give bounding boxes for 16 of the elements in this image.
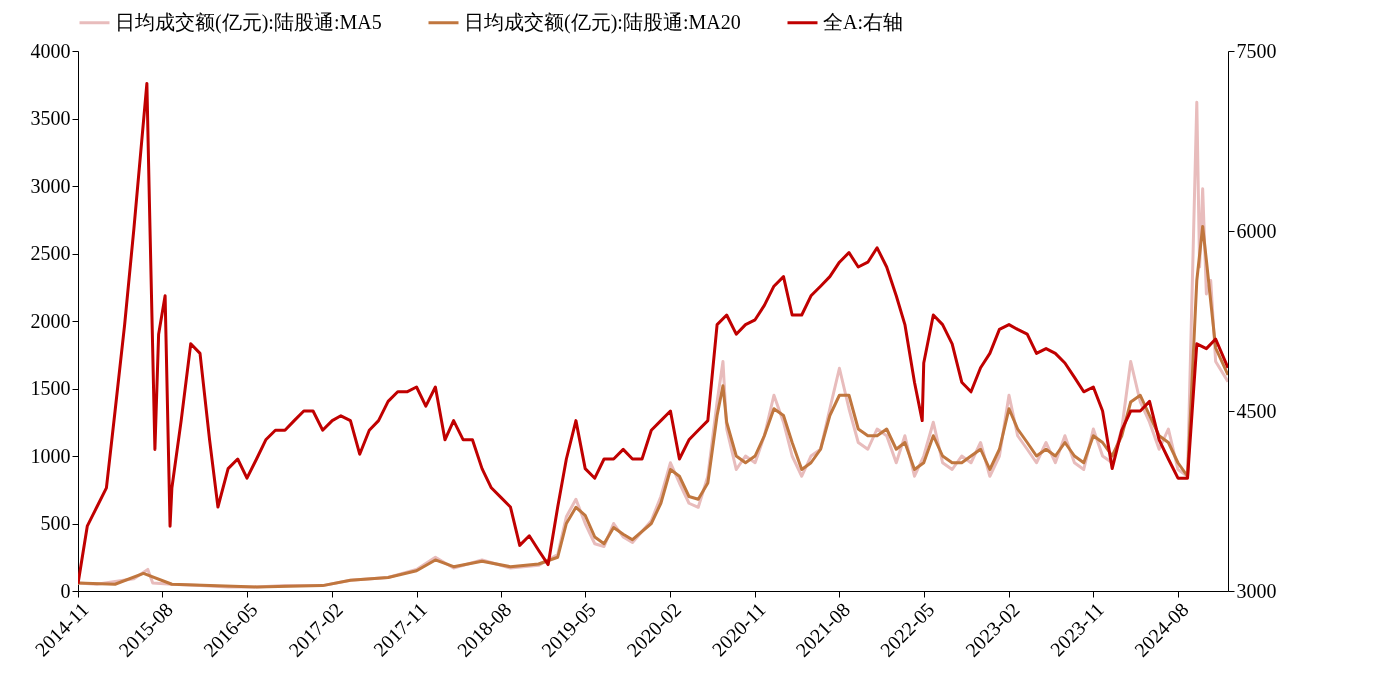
y-tick-label: 3000 <box>30 174 71 197</box>
y-tick-label: 500 <box>40 512 71 534</box>
y-tick-label: 2500 <box>30 242 71 264</box>
y2-tick-label: 3000 <box>1236 579 1277 602</box>
y-tick-label: 1500 <box>30 377 71 399</box>
y2-tick-label: 4500 <box>1236 399 1277 422</box>
legend-label: 日均成交额(亿元):陆股通:MA20 <box>464 10 741 34</box>
y-tick-label: 4000 <box>30 39 71 62</box>
y-tick-label: 0 <box>60 579 71 602</box>
y-tick-label: 2000 <box>30 309 71 332</box>
y-tick-label: 3500 <box>30 107 71 129</box>
y-tick-label: 1000 <box>30 444 71 467</box>
legend-label: 全A:右轴 <box>823 10 903 33</box>
legend-label: 日均成交额(亿元):陆股通:MA5 <box>115 10 382 34</box>
y2-tick-label: 6000 <box>1236 219 1277 242</box>
y2-tick-label: 7500 <box>1236 39 1277 62</box>
